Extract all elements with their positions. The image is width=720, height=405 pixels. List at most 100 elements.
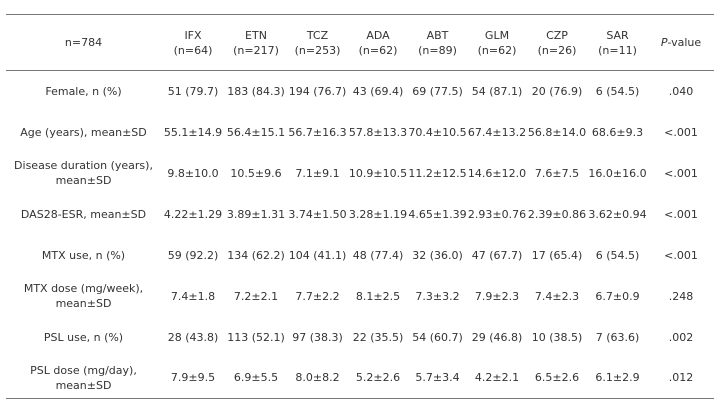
table-cell: 10 (38.5)	[531, 330, 583, 344]
table-cell: 3.28±1.19	[348, 207, 408, 221]
table-cell: 7.4±2.3	[534, 289, 580, 303]
table-cell: 7.9±2.3	[474, 289, 520, 303]
table-cell: 29 (46.8)	[471, 330, 523, 344]
header-text: GLM	[484, 28, 510, 42]
row-label: PSL use, n (%)	[6, 317, 161, 358]
row-label-text: Disease duration (years),	[14, 159, 153, 172]
table-cell: 113 (52.1)	[227, 330, 285, 344]
header-text: (n=89)	[418, 43, 457, 57]
table-cell: .248	[668, 289, 694, 303]
row-label-text: DAS28-ESR, mean±SD	[20, 207, 147, 221]
table-cell: 7.7±2.2	[295, 289, 340, 303]
table-cell: 7.2±2.1	[233, 289, 279, 303]
table-row: Female, n (%) 51 (79.7) 183 (84.3) 194 (76.…	[6, 71, 714, 112]
header-text: (n=26)	[537, 43, 577, 57]
row-label: MTX use, n (%)	[6, 235, 161, 276]
row-label: PSL dose (mg/day), mean±SD	[6, 358, 161, 399]
table-cell: 6 (54.5)	[595, 84, 640, 98]
table-cell: 6 (54.5)	[595, 248, 640, 262]
header-text: n=784	[64, 36, 103, 49]
header-text: TCZ	[306, 28, 329, 42]
header-text: ADA	[366, 28, 390, 42]
header-cell: CZP (n=26)	[527, 15, 587, 71]
row-label-text: PSL use, n (%)	[43, 330, 124, 344]
row-label: Female, n (%)	[6, 71, 161, 112]
table-cell: 59 (92.2)	[167, 248, 219, 262]
table-cell: 20 (76.9)	[531, 84, 583, 98]
table-cell: 70.4±10.5	[408, 125, 467, 139]
table-cell: 9.8±10.0	[167, 166, 219, 180]
data-table: n=784 IFX (n=64) ETN (n=217) TCZ (n=253) ADA (n=…	[6, 14, 714, 399]
table-row: Disease duration (years), mean±SD 9.8±10.0…	[6, 153, 714, 194]
table-cell: 28 (43.8)	[167, 330, 219, 344]
row-label-text: Female, n (%)	[45, 84, 122, 98]
table-cell: 54 (60.7)	[412, 330, 463, 344]
row-label: MTX dose (mg/week), mean±SD	[6, 276, 161, 317]
header-text: SAR	[606, 28, 629, 42]
header-cell: TCZ (n=253)	[287, 15, 348, 71]
table-cell: 54 (87.1)	[471, 84, 523, 98]
table-cell: 7 (63.6)	[595, 330, 640, 344]
table-cell: 16.0±16.0	[588, 166, 647, 180]
table-cell: 7.9±9.5	[170, 371, 216, 385]
table-cell: 17 (65.4)	[531, 248, 583, 262]
header-text: (n=11)	[598, 43, 637, 57]
table-cell: 183 (84.3)	[227, 84, 285, 98]
table-header: n=784 IFX (n=64) ETN (n=217) TCZ (n=253) ADA (n=…	[6, 14, 714, 71]
header-cell: ADA (n=62)	[348, 15, 408, 71]
table-cell: 97 (38.3)	[292, 330, 343, 344]
table-cell: 134 (62.2)	[227, 248, 285, 262]
table-cell: 2.93±0.76	[467, 207, 527, 221]
row-label-text: mean±SD	[55, 174, 112, 187]
table-cell: 8.0±8.2	[295, 371, 340, 385]
table-cell: 55.1±14.9	[163, 125, 223, 139]
table-cell: 48 (77.4)	[352, 248, 404, 262]
table-cell: 104 (41.1)	[288, 248, 347, 262]
table-cell: 4.22±1.29	[163, 207, 223, 221]
table-cell: 22 (35.5)	[352, 330, 404, 344]
row-label: Age (years), mean±SD	[6, 112, 161, 153]
table-cell: <.001	[664, 248, 698, 262]
header-text: P-value	[660, 36, 702, 49]
table-cell: 3.74±1.50	[288, 207, 347, 221]
row-label: Disease duration (years), mean±SD	[6, 153, 161, 194]
header-text: (n=62)	[477, 43, 517, 57]
table-cell: 56.8±14.0	[527, 125, 587, 139]
table-cell: 57.8±13.3	[348, 125, 408, 139]
table-cell: 11.2±12.5	[408, 166, 467, 180]
table-cell: 67.4±13.2	[467, 125, 527, 139]
row-label-text: mean±SD	[55, 297, 112, 310]
table-cell: .002	[668, 330, 694, 344]
row-label: DAS28-ESR, mean±SD	[6, 194, 161, 235]
table-row: MTX use, n (%) 59 (92.2) 134 (62.2) 104 (41…	[6, 235, 714, 276]
header-cell: n=784	[6, 15, 161, 71]
table-cell: 51 (79.7)	[167, 84, 219, 98]
table-cell: .012	[668, 371, 694, 385]
table-cell: 8.1±2.5	[355, 289, 401, 303]
table-row: MTX dose (mg/week), mean±SD 7.4±1.8 7.2±2.1…	[6, 276, 714, 317]
header-text: (n=217)	[233, 43, 279, 57]
table-cell: 6.7±0.9	[595, 289, 640, 303]
table-cell: 7.4±1.8	[170, 289, 216, 303]
header-cell: ABT (n=89)	[408, 15, 467, 71]
table-cell: .040	[668, 84, 694, 98]
row-label-text: PSL dose (mg/day),	[30, 363, 137, 377]
header-text: ETN	[245, 28, 267, 42]
table-row: DAS28-ESR, mean±SD 4.22±1.29 3.89±1.31 3.74…	[6, 194, 714, 235]
row-label-text: Age (years), mean±SD	[20, 125, 147, 139]
table-cell: 10.5±9.6	[230, 166, 282, 180]
table-cell: 32 (36.0)	[412, 248, 463, 262]
row-label-text: MTX dose (mg/week),	[23, 282, 144, 295]
table-cell: 7.1±9.1	[295, 166, 340, 180]
table-cell: 5.2±2.6	[355, 371, 401, 385]
table-cell: 4.65±1.39	[408, 207, 467, 221]
header-cell: SAR (n=11)	[587, 15, 648, 71]
table-cell: 6.9±5.5	[233, 371, 279, 385]
header-cell: GLM (n=62)	[467, 15, 527, 71]
table-cell: 10.9±10.5	[348, 166, 408, 180]
table-cell: <.001	[664, 166, 698, 180]
table-cell: 4.2±2.1	[474, 371, 520, 385]
header-cell: P-value	[648, 15, 714, 71]
table-cell: <.001	[664, 207, 698, 221]
header-text: (n=62)	[358, 43, 398, 57]
